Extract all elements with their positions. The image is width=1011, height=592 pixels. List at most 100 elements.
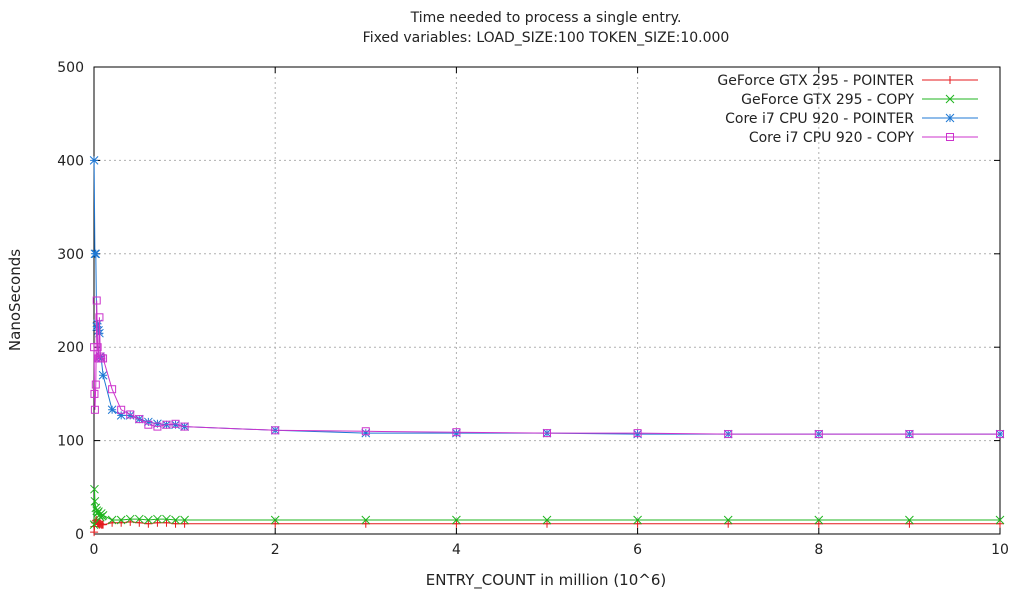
data-point [90,484,99,494]
data-point [814,515,824,525]
legend-label: Core i7 CPU 920 - POINTER [725,111,914,127]
data-point [93,343,102,352]
data-point [125,514,135,524]
data-point [144,519,153,528]
data-point [270,515,280,525]
data-point [361,427,370,436]
data-point [116,411,126,420]
data-point [126,410,135,419]
chart-subtitle: Fixed variables: LOAD_SIZE:100 TOKEN_SIZ… [363,30,730,46]
data-point [171,519,180,528]
data-point [135,415,144,424]
data-point [91,380,100,389]
data-point [905,430,914,439]
data-point [171,420,180,430]
series-layer [89,156,1005,537]
data-point [180,515,189,525]
grid [94,67,1000,534]
data-point [92,296,101,305]
legend-marker [945,94,955,104]
data-point [99,520,108,529]
data-point [542,515,552,525]
x-tick-label: 2 [271,542,280,558]
data-point [125,411,135,420]
data-point [996,430,1004,439]
y-tick-label: 0 [75,527,84,543]
y-tick-label: 100 [57,434,84,450]
data-point [905,515,914,525]
data-point [723,515,733,525]
legend-label: Core i7 CPU 920 - COPY [749,130,915,146]
y-tick-label: 400 [57,153,84,169]
data-point [361,515,371,525]
data-point [153,514,162,524]
data-point [89,156,99,165]
data-point [996,519,1004,528]
data-point [89,520,99,530]
data-point [98,510,108,520]
series-1 [90,515,1004,537]
y-tick-label: 500 [57,60,84,76]
data-point [117,405,126,414]
data-point [271,519,280,528]
series-3 [89,156,1005,439]
data-point [724,519,733,528]
data-point [814,430,823,439]
data-point [135,518,144,527]
y-axis-label: NanoSeconds [6,249,24,351]
data-point [91,249,101,259]
data-point [153,518,162,527]
data-point [98,370,108,380]
series-line [93,160,1000,435]
y-tick-label: 200 [57,340,84,356]
series-2 [89,484,1005,530]
data-point [162,420,171,429]
x-tick-label: 0 [90,542,99,558]
data-point [452,515,461,525]
data-point [633,429,642,439]
legend: GeForce GTX 295 - POINTER GeForce GTX 295… [717,73,978,146]
chart-title: Time needed to process a single entry. [410,10,682,26]
data-point [452,519,461,528]
data-point [108,385,117,394]
data-point [633,515,642,525]
data-point [543,429,551,438]
data-point [271,426,280,435]
data-point [162,514,171,524]
data-point [171,515,180,525]
data-point [361,519,370,528]
data-point [144,515,153,525]
data-point [90,389,99,398]
legend-marker [945,113,955,123]
x-tick-label: 4 [452,542,461,558]
data-point [180,519,189,528]
data-point [361,428,371,438]
x-tick-label: 6 [633,542,642,558]
data-point [96,352,105,361]
data-point [633,519,642,528]
series-4 [90,296,1004,439]
data-point [995,515,1005,525]
data-point [162,518,171,527]
data-point [153,422,162,431]
data-point [144,420,153,429]
data-point [116,515,126,525]
legend-label: GeForce GTX 295 - COPY [741,92,914,108]
data-point [94,326,103,335]
data-point [107,515,117,525]
data-point [633,429,642,438]
data-point [107,405,117,415]
data-point [90,405,99,414]
data-point [153,419,162,429]
plot-frame [93,66,1001,535]
legend-marker [946,76,954,84]
data-point [144,417,153,427]
data-point [452,428,461,437]
y-tick-label: 300 [57,247,84,263]
legend-marker [946,133,954,141]
data-point [134,514,144,524]
series-line [93,300,1000,435]
data-point [814,519,823,528]
